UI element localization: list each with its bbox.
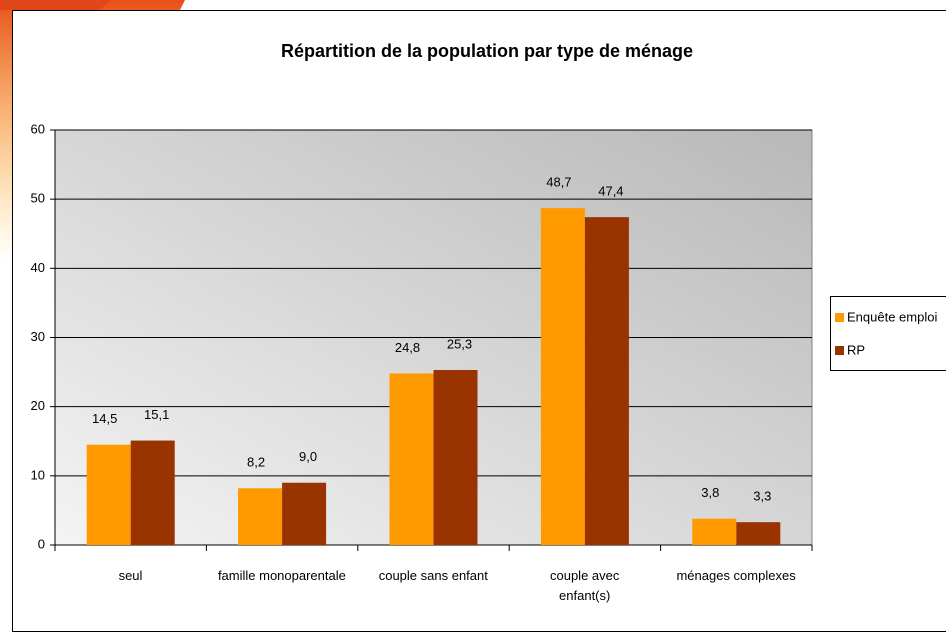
data-label: 25,3 (447, 336, 472, 351)
bar (238, 488, 283, 545)
x-tick-label: famille monoparentale (217, 568, 346, 583)
bar (130, 440, 175, 545)
data-label: 48,7 (546, 175, 571, 190)
bar (540, 208, 585, 546)
y-tick-label: 40 (31, 260, 45, 275)
bar (736, 522, 781, 545)
bar (389, 373, 434, 545)
legend-label: Enquête emploi (847, 309, 937, 324)
chart-frame (12, 10, 946, 632)
data-label: 8,2 (247, 455, 265, 470)
bar (692, 518, 737, 545)
legend-label: RP (847, 342, 865, 357)
data-label: 24,8 (395, 340, 420, 355)
decoration (0, 0, 110, 10)
legend (830, 296, 946, 371)
x-tick-label: ménages complexes (676, 568, 796, 583)
y-tick-label: 60 (31, 121, 45, 136)
y-tick-label: 0 (38, 536, 45, 551)
bar (433, 370, 478, 545)
y-tick-label: 20 (31, 398, 45, 413)
x-tick-label: seul (118, 568, 143, 583)
x-tick-label: couple avec enfant(s) (549, 568, 620, 603)
y-tick-label: 50 (31, 191, 45, 206)
data-label: 15,1 (144, 407, 169, 422)
y-tick-label: 30 (31, 329, 45, 344)
bar (282, 482, 327, 545)
data-label: 47,4 (598, 184, 623, 199)
data-label: 9,0 (299, 449, 317, 464)
legend-swatch (835, 313, 844, 322)
chart-title: Répartition de la population par type de… (281, 41, 693, 61)
bar (86, 444, 131, 545)
x-tick-label: couple sans enfant (378, 568, 488, 583)
bar (584, 217, 629, 545)
y-tick-label: 10 (31, 467, 45, 482)
data-label: 14,5 (92, 411, 117, 426)
data-label: 3,3 (753, 489, 771, 504)
legend-swatch (835, 346, 844, 355)
data-label: 3,8 (701, 485, 719, 500)
